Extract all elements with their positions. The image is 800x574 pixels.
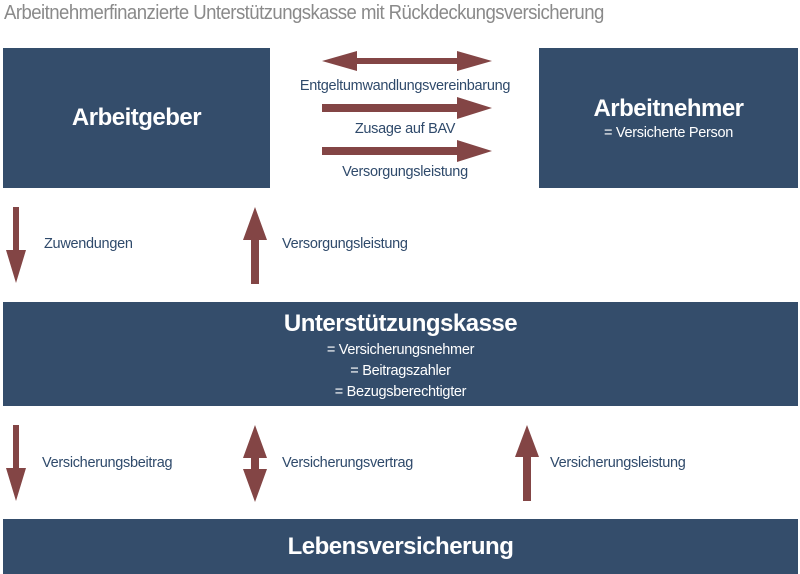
arbeitgeber-box: Arbeitgeber [3, 48, 270, 188]
unterstuetzungskasse-box: Unterstützungskasse = Versicherungsnehme… [3, 302, 798, 406]
diagram-title: Arbeitnehmerfinanzierte Unterstützungska… [4, 2, 604, 24]
arrow-right-icon [322, 140, 492, 162]
arrow-up-icon [243, 207, 267, 284]
arrow-right-icon [322, 97, 492, 119]
arrow-label: Versorgungsleistung [342, 164, 468, 180]
arbeitgeber-label: Arbeitgeber [71, 104, 202, 131]
double-arrow-vertical-icon [243, 425, 267, 502]
arrow-label: Versicherungsbeitrag [42, 455, 173, 471]
kasse-line: = Beitragszahler [350, 363, 451, 379]
lebens-label: Lebensversicherung [287, 533, 514, 560]
kasse-line: = Bezugsberechtigter [334, 384, 467, 400]
arrow-up-icon [515, 425, 539, 501]
arrow-label: Versicherungsleistung [550, 455, 686, 471]
arrow-down-icon [6, 207, 26, 283]
kasse-label: Unterstützungskasse [283, 310, 518, 337]
arrow-label: Zuwendungen [44, 236, 133, 252]
double-arrow-horizontal-icon [322, 51, 492, 71]
arrow-label: Versorgungsleistung [282, 236, 408, 252]
arbeitnehmer-label: Arbeitnehmer [593, 95, 744, 122]
arrow-label: Versicherungsvertrag [282, 455, 414, 471]
arrow-label: Zusage auf BAV [354, 121, 456, 137]
kasse-line: = Versicherungsnehmer [326, 342, 475, 358]
lebensversicherung-box: Lebensversicherung [3, 519, 798, 574]
arrow-label: Entgeltumwandlungsvereinbarung [299, 78, 511, 94]
arbeitnehmer-sub: = Versicherte Person [603, 125, 733, 141]
arrow-down-icon [6, 425, 26, 501]
arbeitnehmer-box: Arbeitnehmer = Versicherte Person [539, 48, 798, 188]
